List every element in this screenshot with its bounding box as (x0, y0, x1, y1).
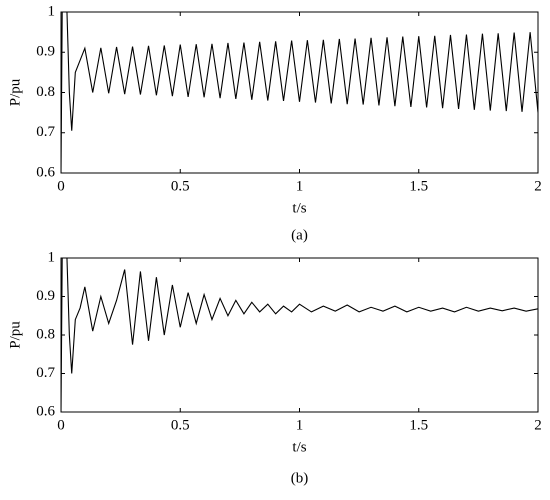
y-tick-label: 0.6 (36, 403, 55, 419)
x-tick-label: 1.5 (409, 178, 428, 194)
x-tick-label: 1 (296, 178, 304, 194)
y-tick-label: 0.6 (36, 164, 55, 180)
series-line (61, 258, 538, 412)
x-axis-label: t/s (292, 200, 306, 216)
x-tick-label: 1.5 (409, 417, 428, 433)
axes-frame (60, 257, 539, 413)
x-tick-label: 2 (534, 417, 542, 433)
y-axis-label: P/pu (7, 321, 23, 349)
subplot: 0 0.5 1 1.5 2 0.6 0.7 0.8 0.9 1 t/s P/pu (a) (7, 3, 541, 243)
axes-frame (60, 11, 539, 174)
x-tick-label: 2 (534, 178, 542, 194)
y-tick-label: 0.7 (36, 365, 55, 381)
y-tick-label: 0.9 (36, 44, 55, 60)
y-tick-label: 0.8 (36, 84, 55, 100)
subplot: 0 0.5 1 1.5 2 0.6 0.7 0.8 0.9 1 t/s P/pu (b) (7, 249, 541, 486)
y-tick-label: 0.7 (36, 124, 55, 140)
y-tick-label: 1 (48, 3, 56, 19)
x-tick-label: 0 (57, 178, 65, 194)
x-tick-label: 1 (296, 417, 304, 433)
x-tick-label: 0.5 (171, 417, 190, 433)
y-axis-label: P/pu (7, 78, 23, 106)
x-axis-label: t/s (292, 439, 306, 455)
y-tick-label: 0.9 (36, 288, 55, 304)
x-tick-label: 0.5 (171, 178, 190, 194)
y-tick-label: 1 (48, 249, 56, 265)
series-line (61, 12, 538, 173)
caption: (b) (291, 470, 309, 486)
caption: (a) (291, 227, 308, 243)
y-tick-label: 0.8 (36, 326, 55, 342)
x-tick-label: 0 (57, 417, 65, 433)
